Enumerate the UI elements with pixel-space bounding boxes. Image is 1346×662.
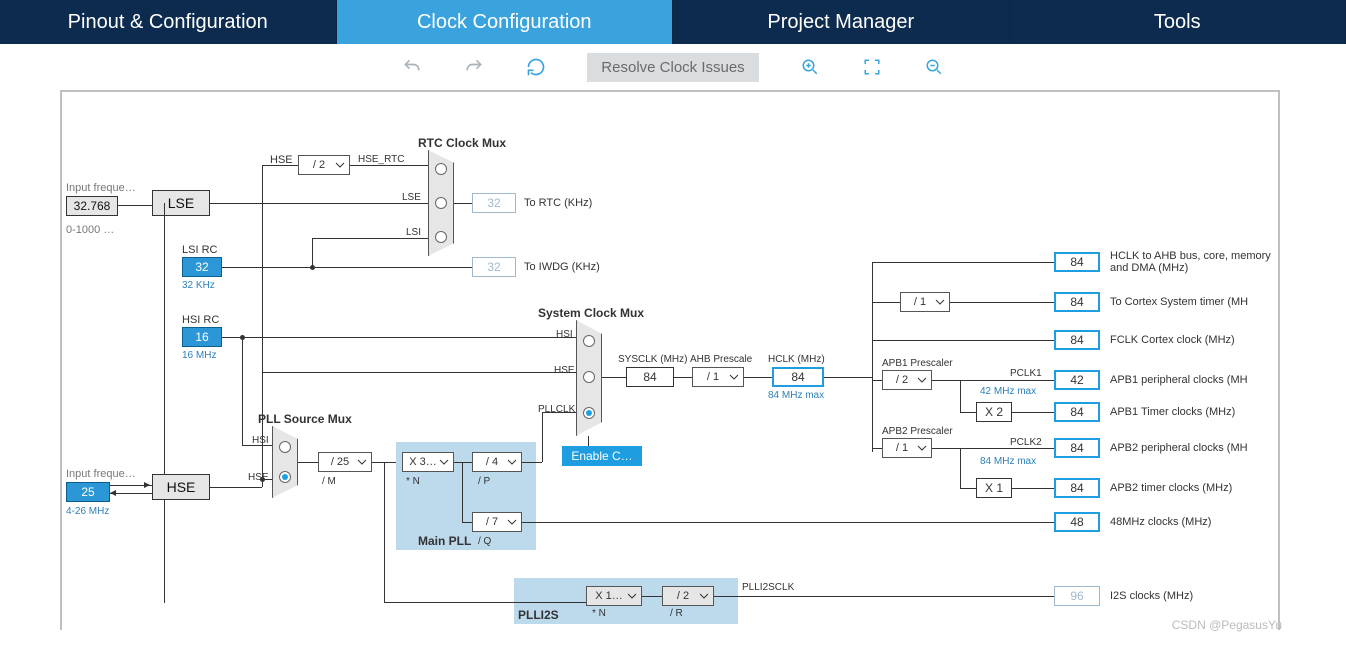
out-apb1p-val: 42 [1054,370,1100,390]
rtc-mux-label: RTC Clock Mux [418,136,506,150]
lsi-label: LSI RC [182,244,217,256]
hsi-val: 16 [182,327,222,347]
out-apb1t-val: 84 [1054,402,1100,422]
apb2-x: X 1 [976,478,1012,498]
plli2s-lbl: PLLI2S [518,608,559,622]
pll-src-mux[interactable] [272,426,298,498]
out-48-val: 48 [1054,512,1100,532]
lse-freq-label: Input freque… [66,182,136,194]
tab-clock[interactable]: Clock Configuration [337,0,674,44]
out-apb2t-lbl: APB2 timer clocks (MHz) [1110,482,1232,494]
pclk1-sub: 42 MHz max [980,386,1036,397]
sysclk-lbl: SYSCLK (MHz) [618,354,687,365]
watermark: CSDN @PegasusYu [1172,618,1282,632]
pll-n-sel[interactable]: X 3… [402,452,454,472]
lse-range: 0-1000 … [66,224,114,236]
toolbar: Resolve Clock Issues [0,44,1346,90]
out-apb1p-lbl: APB1 peripheral clocks (MH [1110,374,1248,386]
plli2s-r-lbl: / R [670,608,683,619]
plli2s-n-sel[interactable]: X 1… [586,586,642,606]
pclk2-lbl: PCLK2 [1010,437,1042,448]
hsi-sub: 16 MHz [182,350,216,361]
resolve-button[interactable]: Resolve Clock Issues [587,53,758,82]
tab-bar: Pinout & Configuration Clock Configurati… [0,0,1346,44]
undo-icon[interactable] [401,56,423,78]
out-hclk-ahb-lbl: HCLK to AHB bus, core, memory and DMA (M… [1110,250,1280,274]
hse-div-out: HSE_RTC [358,154,405,165]
lsi-val: 32 [182,257,222,277]
sys-mux-hsi: HSI [556,329,573,340]
lse-box: LSE [152,190,210,216]
pll-m-sel[interactable]: / 25 [318,452,372,472]
pll-src-label: PLL Source Mux [258,412,352,426]
out-fclk-lbl: FCLK Cortex clock (MHz) [1110,334,1235,346]
sys-mux[interactable] [576,320,602,436]
out-apb2t-val: 84 [1054,478,1100,498]
pclk1-lbl: PCLK1 [1010,368,1042,379]
zoom-out-icon[interactable] [923,56,945,78]
main-pll-lbl: Main PLL [418,534,471,548]
sysclk-val: 84 [626,367,674,387]
apb1-lbl: APB1 Prescaler [882,358,953,369]
rtc-mux-lse: LSE [402,192,421,203]
iwdg-val: 32 [472,257,516,277]
hse-freq-value[interactable]: 25 [66,482,110,502]
out-apb1t-lbl: APB1 Timer clocks (MHz) [1110,406,1235,418]
plli2s-out-lbl: PLLI2SCLK [742,582,794,593]
hse-div-sel[interactable]: / 2 [298,155,350,175]
tab-tools[interactable]: Tools [1010,0,1346,44]
lsi-sub: 32 KHz [182,280,215,291]
clock-diagram: Input freque… 32.768 0-1000 … LSE HSE / … [60,90,1280,630]
pll-p-lbl: / P [478,476,490,487]
hclk-lbl: HCLK (MHz) [768,354,825,365]
sys-mux-pll: PLLCLK [538,404,575,415]
ahb-div1-sel[interactable]: / 1 [900,292,950,312]
zoom-in-icon[interactable] [799,56,821,78]
iwdg-lbl: To IWDG (KHz) [524,261,600,273]
hsi-label: HSI RC [182,314,219,326]
tab-pinout[interactable]: Pinout & Configuration [0,0,337,44]
rtc-mux-lsi: LSI [406,227,421,238]
out-cortex-val: 84 [1054,292,1100,312]
out-apb2p-lbl: APB2 peripheral clocks (MH [1110,442,1248,454]
pclk2-sub: 84 MHz max [980,456,1036,467]
ahb-sel[interactable]: / 1 [692,367,744,387]
out-cortex-lbl: To Cortex System timer (MH [1110,296,1248,308]
apb2-lbl: APB2 Prescaler [882,426,953,437]
out-apb2p-val: 84 [1054,438,1100,458]
plli2s-n-lbl: * N [592,608,606,619]
out-i2s-val: 96 [1054,586,1100,606]
plli2s-r-sel[interactable]: / 2 [662,586,714,606]
out-hclk-ahb-val: 84 [1054,252,1100,272]
zoom-fit-icon[interactable] [861,56,883,78]
out-fclk-val: 84 [1054,330,1100,350]
out-i2s-lbl: I2S clocks (MHz) [1110,590,1193,602]
enable-css[interactable]: Enable C… [562,446,642,466]
hclk-val[interactable]: 84 [772,367,824,387]
apb2-sel[interactable]: / 1 [882,438,932,458]
hse-range: 4-26 MHz [66,506,109,517]
rtc-out-val: 32 [472,193,516,213]
tab-project[interactable]: Project Manager [673,0,1010,44]
rtc-mux[interactable] [428,150,454,256]
sys-mux-label: System Clock Mux [538,306,644,320]
hclk-sub: 84 MHz max [768,390,824,401]
lse-freq-value[interactable]: 32.768 [66,196,118,216]
apb1-sel[interactable]: / 2 [882,370,932,390]
pll-src-hse: HSE [248,472,269,483]
sys-mux-hse: HSE [554,365,575,376]
out-48-lbl: 48MHz clocks (MHz) [1110,516,1211,528]
pll-m-lbl: / M [322,476,336,487]
hse-box: HSE [152,474,210,500]
rtc-out-lbl: To RTC (KHz) [524,197,592,209]
hse-freq-label: Input freque… [66,468,136,480]
pll-p-sel[interactable]: / 4 [472,452,522,472]
ahb-lbl: AHB Prescale [690,354,752,365]
pll-q-lbl: / Q [478,536,491,547]
refresh-icon[interactable] [525,56,547,78]
pll-q-sel[interactable]: / 7 [472,512,522,532]
redo-icon[interactable] [463,56,485,78]
apb1-x: X 2 [976,402,1012,422]
pll-n-lbl: * N [406,476,420,487]
